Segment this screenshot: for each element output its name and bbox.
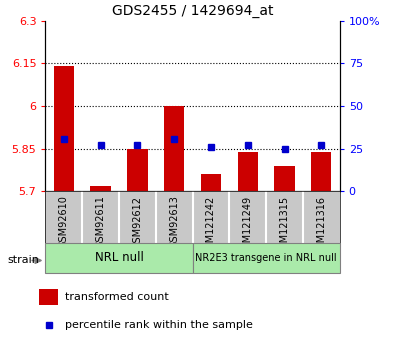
Text: transformed count: transformed count (65, 292, 169, 302)
Bar (311, 152, 331, 191)
Text: strain: strain (8, 256, 40, 265)
Text: GSM121315: GSM121315 (280, 196, 290, 255)
Bar (193, 243, 340, 273)
Bar (90, 186, 111, 191)
Bar (164, 106, 184, 191)
Bar (54, 66, 74, 191)
Text: NR2E3 transgene in NRL null: NR2E3 transgene in NRL null (195, 253, 337, 263)
Text: NRL null: NRL null (94, 252, 143, 264)
Bar (45, 243, 193, 273)
Text: GSM121249: GSM121249 (243, 196, 253, 255)
Text: GSM92612: GSM92612 (132, 196, 142, 249)
Text: GSM92611: GSM92611 (96, 196, 105, 248)
Bar (39, 289, 58, 305)
Bar (201, 175, 221, 191)
Bar (275, 166, 295, 191)
Title: GDS2455 / 1429694_at: GDS2455 / 1429694_at (112, 4, 273, 18)
Text: GSM92610: GSM92610 (59, 196, 69, 248)
Text: percentile rank within the sample: percentile rank within the sample (65, 320, 253, 330)
Bar (127, 149, 147, 191)
Bar (238, 152, 258, 191)
Text: GSM92613: GSM92613 (169, 196, 179, 248)
Text: GSM121242: GSM121242 (206, 196, 216, 255)
Text: GSM121316: GSM121316 (316, 196, 326, 255)
